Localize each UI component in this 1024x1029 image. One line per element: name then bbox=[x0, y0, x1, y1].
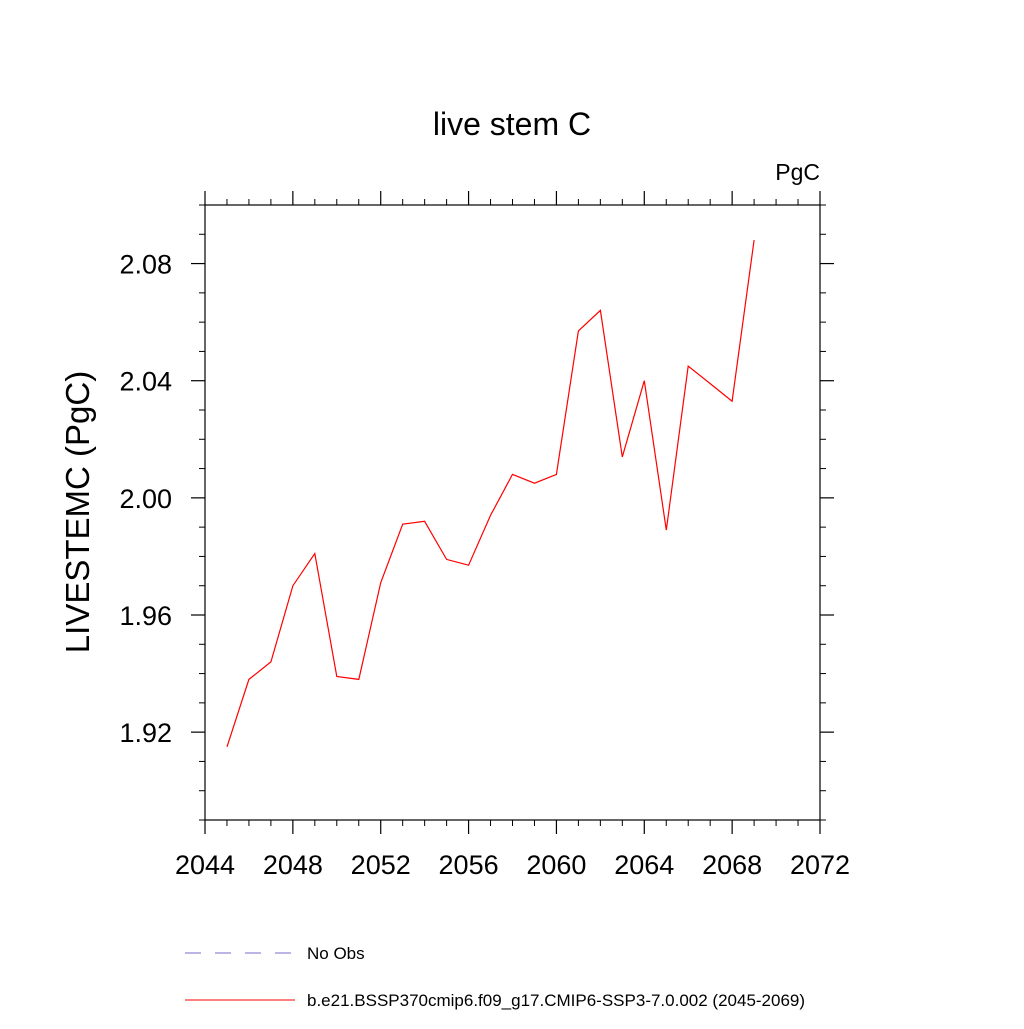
y-tick-label: 2.04 bbox=[119, 367, 172, 397]
x-tick-label: 2056 bbox=[439, 850, 499, 880]
x-tick-label: 2044 bbox=[175, 850, 235, 880]
x-tick-label: 2052 bbox=[351, 850, 411, 880]
plot-frame bbox=[205, 205, 820, 820]
y-tick-label: 1.96 bbox=[119, 601, 172, 631]
legend-label: b.e21.BSSP370cmip6.f09_g17.CMIP6-SSP3-7.… bbox=[307, 991, 805, 1010]
x-tick-label: 2072 bbox=[790, 850, 850, 880]
plot-area: 2044 2048 2052 2056 2060 2064 2068 2072 1.92 1.96… bbox=[119, 191, 850, 880]
units-label: PgC bbox=[775, 159, 820, 185]
y-tick-label: 2.08 bbox=[119, 250, 172, 280]
y-tick-label: 1.92 bbox=[119, 718, 172, 748]
x-tick-label: 2048 bbox=[263, 850, 323, 880]
x-tick-label: 2060 bbox=[526, 850, 586, 880]
legend: No Obs b.e21.BSSP370cmip6.f09_g17.CMIP6-S… bbox=[185, 944, 805, 1010]
x-tick-label: 2068 bbox=[702, 850, 762, 880]
chart-title: live stem C bbox=[433, 106, 591, 142]
legend-label: No Obs bbox=[307, 944, 365, 963]
x-tick-label: 2064 bbox=[614, 850, 674, 880]
y-tick-label: 2.00 bbox=[119, 484, 172, 514]
y-axis-label: LIVESTEMC (PgC) bbox=[59, 371, 96, 653]
series-line bbox=[227, 240, 754, 747]
